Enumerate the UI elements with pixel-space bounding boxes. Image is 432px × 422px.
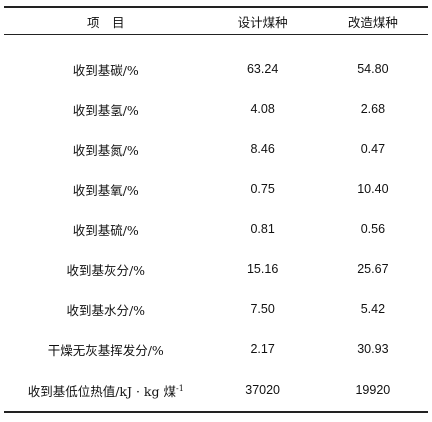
- coal-properties-table-wrapper: 项 目 设计煤种 改造煤种 收到基碳/% 63.24 54.80 收到基氢/% …: [4, 6, 428, 418]
- table-row: 收到基水分/% 7.50 5.42: [4, 289, 428, 329]
- table-header: 项 目 设计煤种 改造煤种: [4, 7, 428, 35]
- table-row: 收到基氢/% 4.08 2.68: [4, 89, 428, 129]
- row-modified-value: 2.68: [360, 102, 386, 116]
- row-modified-value: 54.80: [357, 62, 389, 76]
- row-design-value: 0.81: [250, 222, 275, 236]
- row-design-value: 8.46: [250, 142, 275, 156]
- row-item: 收到基碳/%: [72, 62, 139, 78]
- row-item-text: 收到基低位热值/kJ · kg 煤: [27, 383, 176, 399]
- table-row: 收到基低位热值/kJ · kg 煤-1 37020 19920: [4, 369, 428, 412]
- row-design-value: 37020: [245, 383, 281, 397]
- row-design-value: 4.08: [250, 102, 275, 116]
- row-modified-value: 30.93: [357, 342, 389, 356]
- row-item: 收到基硫/%: [72, 222, 139, 238]
- row-design-value: 15.16: [246, 262, 279, 276]
- row-modified-value: 0.47: [360, 142, 386, 156]
- table-row: 收到基硫/% 0.81 0.56: [4, 209, 428, 249]
- row-design-value: 63.24: [246, 62, 279, 76]
- row-modified-value: 0.56: [360, 222, 386, 236]
- table-row: 收到基灰分/% 15.16 25.67: [4, 249, 428, 289]
- table-row: 干燥无灰基挥发分/% 2.17 30.93: [4, 329, 428, 369]
- row-item: 收到基氧/%: [72, 182, 139, 198]
- coal-properties-table: 项 目 设计煤种 改造煤种 收到基碳/% 63.24 54.80 收到基氢/% …: [4, 6, 428, 413]
- row-item: 收到基水分/%: [66, 302, 146, 318]
- table-body: 收到基碳/% 63.24 54.80 收到基氢/% 4.08 2.68 收到基氮…: [4, 49, 428, 412]
- header-modified-coal: 改造煤种: [347, 14, 398, 30]
- header-spacer: [4, 35, 428, 50]
- row-item-superscript: -1: [176, 383, 184, 393]
- row-item: 收到基灰分/%: [66, 262, 146, 278]
- header-item: 项 目: [87, 14, 125, 30]
- table-row: 收到基氧/% 0.75 10.40: [4, 169, 428, 209]
- row-design-value: 7.50: [250, 302, 275, 316]
- row-item: 收到基氢/%: [72, 102, 139, 118]
- row-modified-value: 25.67: [357, 262, 389, 276]
- row-modified-value: 5.42: [360, 302, 386, 316]
- table-row: 收到基碳/% 63.24 54.80: [4, 49, 428, 89]
- row-item: 收到基低位热值/kJ · kg 煤-1: [4, 369, 208, 412]
- row-item: 收到基氮/%: [72, 142, 139, 158]
- row-design-value: 0.75: [250, 182, 275, 196]
- row-modified-value: 19920: [355, 383, 391, 397]
- table-row: 收到基氮/% 8.46 0.47: [4, 129, 428, 169]
- header-design-coal: 设计煤种: [237, 14, 288, 30]
- row-design-value: 2.17: [250, 342, 275, 356]
- row-modified-value: 10.40: [357, 182, 389, 196]
- row-item: 干燥无灰基挥发分/%: [47, 342, 164, 358]
